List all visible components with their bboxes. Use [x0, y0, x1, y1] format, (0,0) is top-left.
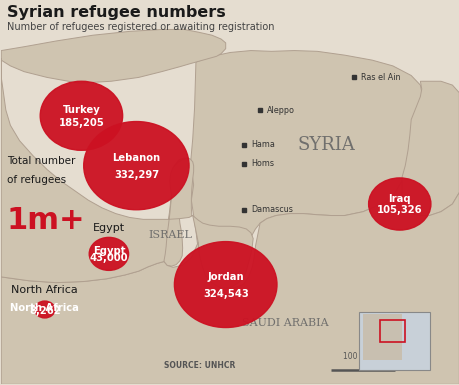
- Circle shape: [84, 122, 189, 210]
- Text: Jordan: Jordan: [207, 272, 243, 282]
- Polygon shape: [401, 81, 458, 216]
- Text: 100 MILES: 100 MILES: [342, 352, 382, 361]
- Polygon shape: [1, 58, 193, 283]
- Text: Egypt: Egypt: [92, 246, 125, 256]
- Polygon shape: [170, 158, 193, 203]
- Text: SYRIA: SYRIA: [297, 136, 354, 154]
- Bar: [358, 312, 429, 370]
- Circle shape: [368, 178, 430, 230]
- Text: Homs: Homs: [251, 159, 274, 168]
- Text: 324,543: 324,543: [202, 289, 248, 299]
- Text: ISRAEL: ISRAEL: [148, 230, 192, 240]
- Text: Aleppo: Aleppo: [267, 105, 295, 114]
- Text: Number of refugees registered or awaiting registration: Number of refugees registered or awaitin…: [7, 22, 274, 32]
- Bar: [362, 314, 401, 360]
- Text: SAUDI ARABIA: SAUDI ARABIA: [241, 318, 328, 328]
- Circle shape: [40, 81, 123, 150]
- Text: 332,297: 332,297: [113, 170, 159, 180]
- Text: Iraq: Iraq: [387, 194, 410, 204]
- Text: 43,000: 43,000: [90, 253, 128, 263]
- Text: Ras el Ain: Ras el Ain: [360, 73, 400, 82]
- Text: Egypt: Egypt: [93, 223, 125, 233]
- Bar: [379, 320, 404, 342]
- Polygon shape: [1, 181, 458, 384]
- Text: SOURCE: UNHCR: SOURCE: UNHCR: [163, 361, 235, 370]
- Polygon shape: [192, 216, 252, 288]
- Circle shape: [89, 238, 129, 270]
- Text: Damascus: Damascus: [251, 205, 292, 214]
- Text: Hama: Hama: [251, 140, 274, 149]
- Text: Total number: Total number: [7, 156, 75, 166]
- Text: 185,205: 185,205: [58, 118, 104, 128]
- Text: 105,326: 105,326: [376, 205, 422, 215]
- Polygon shape: [190, 50, 422, 285]
- Polygon shape: [162, 191, 182, 266]
- Circle shape: [174, 242, 276, 328]
- Text: 8,262: 8,262: [29, 306, 61, 316]
- Circle shape: [34, 301, 55, 318]
- Polygon shape: [1, 30, 225, 83]
- Text: North Africa: North Africa: [11, 285, 78, 295]
- Text: Turkey: Turkey: [62, 105, 100, 115]
- Text: North Africa: North Africa: [10, 303, 79, 313]
- Text: of refugees: of refugees: [7, 175, 66, 185]
- Text: 1m+: 1m+: [7, 206, 85, 235]
- Text: Syrian refugee numbers: Syrian refugee numbers: [7, 5, 225, 20]
- Text: Lebanon: Lebanon: [112, 153, 160, 163]
